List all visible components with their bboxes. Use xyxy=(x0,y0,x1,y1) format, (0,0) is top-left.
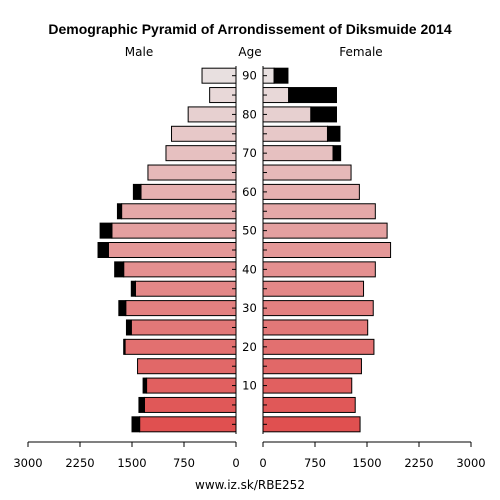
female-bar-60-64 xyxy=(262,183,360,200)
age-tick-label: 70 xyxy=(242,146,257,160)
male-overflow-30-34 xyxy=(118,300,127,317)
female-bar-50-54 xyxy=(262,222,388,239)
female-x-tick-label: 3000 xyxy=(456,456,485,470)
female-bar-65-69 xyxy=(262,164,352,181)
female-x-tick-label: 2250 xyxy=(404,456,433,470)
female-x-tick-label: 750 xyxy=(304,456,326,470)
male-bar-75-79 xyxy=(171,125,237,142)
male-bar-55-59 xyxy=(121,203,237,220)
footer-url: www.iz.sk/RBE252 xyxy=(195,478,305,492)
male-overflow-25-29 xyxy=(125,319,132,336)
male-bar-70-74 xyxy=(165,145,237,162)
female-bar-20-24 xyxy=(262,338,375,355)
chart-title: Demographic Pyramid of Arrondissement of… xyxy=(48,21,451,37)
female-overflow-75-79 xyxy=(326,125,341,142)
age-tick-label: 20 xyxy=(242,340,257,354)
age-tick-label: 30 xyxy=(242,301,257,315)
female-overflow-70-74 xyxy=(332,145,342,162)
bars-group xyxy=(97,67,392,433)
male-overflow-50-54 xyxy=(99,222,113,239)
age-tick-label: 80 xyxy=(242,107,257,121)
female-bar-55-59 xyxy=(262,203,376,220)
male-bar-5-9 xyxy=(143,396,237,413)
female-bar-70-74 xyxy=(262,145,334,162)
female-bar-35-39 xyxy=(262,280,365,297)
age-tick-label: 10 xyxy=(242,379,257,393)
age-tick-label: 90 xyxy=(242,69,257,83)
age-tick-label: 50 xyxy=(242,224,257,238)
male-bar-30-34 xyxy=(125,300,237,317)
male-label: Male xyxy=(125,45,153,59)
female-bar-25-29 xyxy=(262,319,369,336)
female-x-tick-label: 0 xyxy=(259,456,266,470)
female-bar-75-79 xyxy=(262,125,328,142)
male-x-tick-label: 1500 xyxy=(117,456,146,470)
male-bar-35-39 xyxy=(134,280,237,297)
male-x-tick-label: 2250 xyxy=(65,456,94,470)
male-x-tick-label: 0 xyxy=(232,456,239,470)
axes-group: 10 20 30 40 50 60 70 80 90 3000 2250 1500 750 0 0 750 15… xyxy=(13,66,486,470)
female-bar-15-19 xyxy=(262,358,362,375)
male-bar-40-44 xyxy=(123,261,237,278)
female-bar-0-4 xyxy=(262,416,361,433)
male-overflow-40-44 xyxy=(114,261,125,278)
male-bar-25-29 xyxy=(130,319,237,336)
male-overflow-35-39 xyxy=(130,280,136,297)
female-bar-10-14 xyxy=(262,377,353,394)
female-label: Female xyxy=(339,45,382,59)
age-tick-label: 40 xyxy=(242,262,257,276)
male-bar-50-54 xyxy=(111,222,237,239)
male-bar-65-69 xyxy=(147,164,237,181)
male-x-tick-label: 3000 xyxy=(13,456,42,470)
female-overflow-90+ xyxy=(273,67,289,84)
male-overflow-45-49 xyxy=(97,242,109,258)
female-bar-5-9 xyxy=(262,396,356,413)
female-bar-30-34 xyxy=(262,300,374,317)
female-overflow-80-84 xyxy=(310,106,337,123)
male-bar-80-84 xyxy=(187,106,237,123)
age-tick-label: 60 xyxy=(242,185,257,199)
male-overflow-60-64 xyxy=(132,183,142,200)
female-bar-40-44 xyxy=(262,261,376,278)
female-bar-80-84 xyxy=(262,106,312,123)
female-x-tick-label: 1500 xyxy=(352,456,381,470)
female-bar-45-49 xyxy=(262,242,392,258)
age-label: Age xyxy=(238,45,261,59)
male-bar-20-24 xyxy=(124,338,237,355)
male-overflow-20-24 xyxy=(123,338,126,355)
male-overflow-5-9 xyxy=(138,396,145,413)
male-overflow-10-14 xyxy=(142,377,148,394)
male-bar-15-19 xyxy=(137,358,237,375)
female-overflow-85-89 xyxy=(288,87,337,104)
male-bar-10-14 xyxy=(146,377,237,394)
male-bar-60-64 xyxy=(140,183,237,200)
male-bar-45-49 xyxy=(107,242,237,258)
male-overflow-55-59 xyxy=(116,203,123,220)
male-overflow-0-4 xyxy=(131,416,141,433)
male-bar-90+ xyxy=(201,67,237,84)
male-bar-0-4 xyxy=(139,416,237,433)
male-x-tick-label: 750 xyxy=(173,456,195,470)
